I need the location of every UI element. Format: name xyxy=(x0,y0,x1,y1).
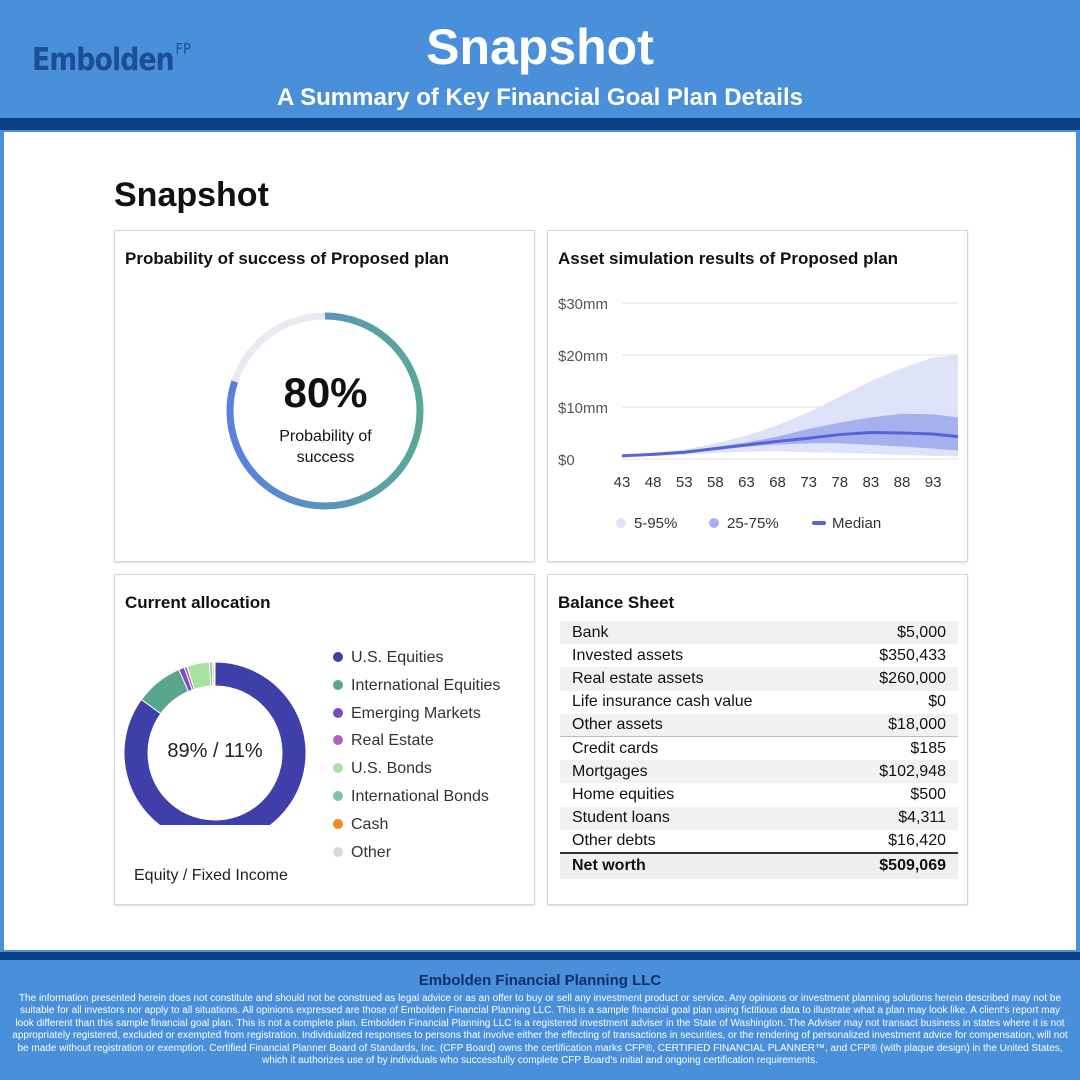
legend-intl-equities: International Equities xyxy=(333,677,500,705)
simulation-card-title: Asset simulation results of Proposed pla… xyxy=(558,249,899,268)
median-line xyxy=(621,430,959,458)
x-tick-label: 88 xyxy=(894,474,911,491)
legend-intl-bonds: International Bonds xyxy=(333,788,500,816)
allocation-caption: Equity / Fixed Income xyxy=(134,867,288,884)
page-header: Embolden FP Snapshot A Summary of Key Fin… xyxy=(0,0,1080,118)
legend-5-95-swatch xyxy=(616,518,626,528)
donut-slice xyxy=(213,661,216,687)
legend-swatch xyxy=(333,652,343,662)
x-tick-label: 68 xyxy=(769,474,786,491)
y-tick-label: $30mm xyxy=(558,296,608,313)
simulation-chart: $0 $10mm $20mm $30mm 43 48 53 58 63 68 73 78 83 88 93 xyxy=(558,296,959,491)
legend-median-swatch xyxy=(812,521,826,525)
simulation-card: Asset simulation results of Proposed pla… xyxy=(547,230,968,562)
y-tick-label: $10mm xyxy=(558,400,608,417)
legend-other: Other xyxy=(333,844,500,872)
legend-swatch xyxy=(333,818,343,829)
legend-swatch xyxy=(333,735,343,746)
x-tick-label: 63 xyxy=(738,474,755,491)
legend-us-bonds: U.S. Bonds xyxy=(333,760,500,788)
allocation-legend: U.S. Equities International Equities Eme… xyxy=(333,649,500,871)
snapshot-panel: Snapshot Probability of success of Propo… xyxy=(4,132,1076,950)
header-divider xyxy=(0,118,1080,130)
header-subtitle: A Summary of Key Financial Goal Plan Det… xyxy=(277,84,803,111)
x-tick-label: 53 xyxy=(676,474,693,491)
legend-swatch xyxy=(333,679,343,690)
y-tick-label: $0 xyxy=(558,452,575,469)
footer-divider xyxy=(0,952,1080,960)
table-row: Life insurance cash value $0 xyxy=(572,693,946,711)
balance-sheet-title: Balance Sheet xyxy=(558,593,675,612)
x-tick-label: 83 xyxy=(863,474,880,491)
company-logo: Embolden FP xyxy=(32,40,191,78)
x-tick-label: 93 xyxy=(925,474,942,491)
legend-emerging-markets: Emerging Markets xyxy=(333,705,500,733)
legend-5-95: 5-95% xyxy=(616,515,677,532)
legend-us-equities: U.S. Equities xyxy=(333,649,500,677)
legend-cash: Cash xyxy=(333,816,500,844)
x-tick-label: 48 xyxy=(645,474,662,491)
table-row: Student loans $4,311 xyxy=(560,806,958,830)
x-tick-label: 78 xyxy=(831,474,848,491)
table-row: Invested assets $350,433 xyxy=(572,646,946,664)
probability-card-title: Probability of success of Proposed plan xyxy=(125,249,450,268)
footer-company: Embolden Financial Planning LLC xyxy=(418,972,662,989)
probability-label: Probability of success xyxy=(279,428,372,466)
gauge-progress-arc xyxy=(226,312,424,510)
band-25-75 xyxy=(622,413,958,456)
table-row: Home equities $500 xyxy=(572,785,946,803)
legend-25-75: 25-75% xyxy=(709,515,779,532)
allocation-center-text: 89% / 11% xyxy=(167,740,263,762)
allocation-card: Current allocation 89% / 11% Equity / Fi… xyxy=(114,574,535,905)
legend-swatch xyxy=(333,846,343,857)
legend-real-estate: Real Estate xyxy=(333,732,500,760)
table-row: Other debts $16,420 xyxy=(572,831,946,849)
allocation-donut xyxy=(123,661,307,825)
page-title: Snapshot xyxy=(114,176,269,214)
legend-swatch xyxy=(333,790,343,801)
probability-gauge xyxy=(226,312,424,510)
donut-slice xyxy=(123,661,307,825)
table-row: Real estate assets $260,000 xyxy=(560,667,958,691)
x-tick-label: 58 xyxy=(707,474,724,491)
legend-25-75-swatch xyxy=(709,518,719,528)
table-row: Other assets $18,000 xyxy=(560,713,958,737)
legend-swatch xyxy=(333,763,343,774)
x-tick-label: 43 xyxy=(614,474,631,491)
footer-disclaimer: The information presented herein does no… xyxy=(12,993,1068,1067)
y-tick-label: $20mm xyxy=(558,348,608,365)
balance-sheet-card: Balance Sheet Bank $5,000 Invested assets… xyxy=(547,574,968,905)
page-footer: Embolden Financial Planning LLC The info… xyxy=(0,960,1080,1080)
legend-median: Median xyxy=(812,515,881,532)
allocation-card-title: Current allocation xyxy=(125,593,271,612)
balance-sheet-table: Bank $5,000 Invested assets $350,433 Real … xyxy=(560,621,958,879)
net-worth-row: Net worth $509,069 xyxy=(560,851,958,879)
table-row: Credit cards $185 xyxy=(560,736,958,761)
header-title: Snapshot xyxy=(426,19,654,75)
probability-card: Probability of success of Proposed plan … xyxy=(114,230,535,562)
table-row: Mortgages $102,948 xyxy=(560,760,958,784)
table-row: Bank $5,000 xyxy=(560,621,958,645)
probability-percent: 80% xyxy=(283,369,368,416)
legend-swatch xyxy=(333,707,343,718)
x-tick-label: 73 xyxy=(800,474,817,491)
